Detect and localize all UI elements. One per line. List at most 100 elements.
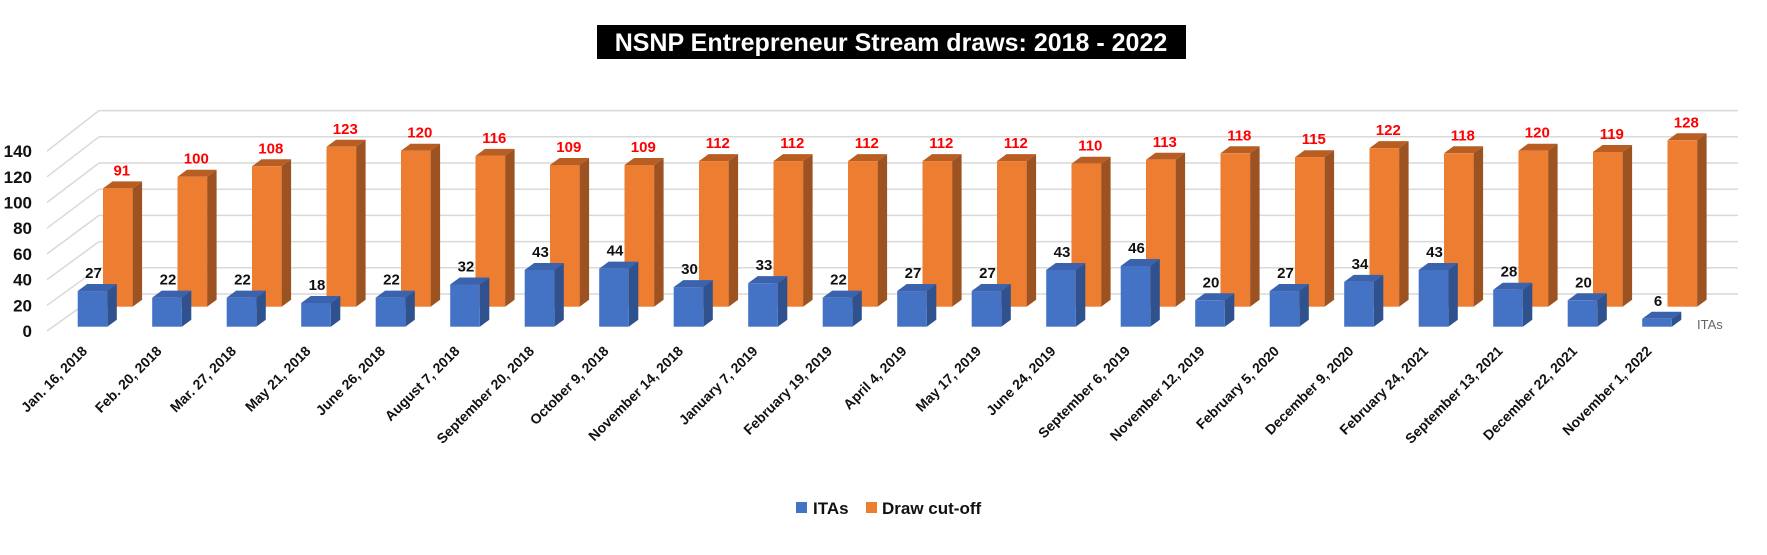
legend-item-draw-cut-off[interactable]: Draw cut-off [866,499,982,518]
bar-draw-cut-off[interactable] [997,154,1037,307]
bar-itas[interactable] [673,280,713,327]
bar-front [1493,289,1523,327]
bar-side [1473,146,1484,307]
bar-draw-cut-off[interactable] [1295,150,1335,307]
bar-itas[interactable] [77,284,117,327]
x-axis-labels: Jan. 16, 2018 Feb. 20, 2018 Mar. 27, 2018 M… [18,343,1655,447]
bar-side [281,159,292,307]
bar-itas[interactable] [450,277,490,327]
bar-draw-cut-off[interactable] [550,158,590,307]
bar-side [777,276,788,327]
bar-itas[interactable] [524,262,564,327]
bar-draw-cut-off[interactable] [1369,141,1409,307]
bar-itas[interactable] [1493,282,1533,327]
gridline-side [46,240,100,281]
bar-draw-cut-off[interactable] [401,143,441,307]
bar-side [1075,262,1086,327]
legend-item-itas[interactable]: ITAs [796,499,849,518]
bar-top [475,148,515,156]
bar-itas[interactable] [226,290,266,327]
bar-itas[interactable] [748,276,788,327]
data-label-itas: 43 [1426,244,1443,261]
data-label-itas: 33 [756,257,773,274]
bar-top [897,284,937,292]
bar-draw-cut-off[interactable] [177,169,217,307]
bar-top [1146,152,1186,160]
data-label-draw-cut-off: 109 [556,139,581,156]
bar-side [256,290,266,327]
bar-itas[interactable] [897,284,937,327]
bar-side [405,290,415,327]
bar-side [1224,293,1235,327]
bar-front [1269,291,1300,327]
bar-itas[interactable] [152,290,192,327]
depth-axis-label: ITAs [1697,317,1723,332]
bar-top [848,154,888,162]
data-label-draw-cut-off: 100 [184,151,209,168]
bar-side [926,284,937,327]
bar-front [673,287,704,327]
y-axis-ticks: 0 20 40 60 80 100 120 140 [4,142,32,341]
bar-itas[interactable] [971,284,1011,327]
bar-itas[interactable] [822,290,862,327]
bar-itas[interactable] [1642,311,1682,327]
y-tick-label: 140 [4,142,32,161]
bar-draw-cut-off[interactable] [1146,152,1186,307]
bar-front [997,161,1027,307]
data-label-draw-cut-off: 128 [1674,114,1699,131]
bar-side [554,262,564,327]
bar-draw-cut-off[interactable] [326,139,366,307]
data-label-itas: 43 [532,244,549,261]
bar-draw-cut-off[interactable] [922,154,962,307]
bar-front [1418,269,1449,327]
bar-top [226,290,266,298]
bar-side [1324,150,1335,307]
data-label-itas: 27 [85,265,102,282]
bar-itas[interactable] [1344,274,1384,327]
bar-front [922,161,953,307]
bar-itas[interactable] [1046,262,1086,327]
bar-top [699,154,739,162]
bar-front [1567,300,1598,327]
bar-itas[interactable] [1269,284,1309,327]
bar-draw-cut-off[interactable] [252,159,292,307]
bar-top [773,154,813,162]
bar-top [524,262,564,270]
bar-itas[interactable] [1418,262,1458,327]
bar-draw-cut-off[interactable] [1220,146,1260,307]
bar-draw-cut-off[interactable] [103,181,143,307]
bar-side [628,261,639,327]
bar-draw-cut-off[interactable] [1593,145,1633,307]
bar-top [77,284,117,292]
bar-front [1220,153,1251,307]
bar-draw-cut-off[interactable] [1667,133,1707,307]
bar-itas[interactable] [1195,293,1235,327]
bar-front [748,283,778,327]
bar-draw-cut-off[interactable] [848,154,888,307]
bar-draw-cut-off[interactable] [624,158,664,307]
bar-front [375,297,406,327]
bar-draw-cut-off[interactable] [1518,143,1558,307]
y-tick-label: 80 [13,219,32,238]
bar-itas[interactable] [1120,258,1160,327]
bar-top [997,154,1037,162]
bar-itas[interactable] [1567,293,1607,327]
bar-top [401,143,441,151]
bar-top [624,158,664,165]
y-tick-label: 0 [23,322,32,341]
bar-top [375,290,415,298]
bar-side [1250,146,1260,307]
bar-top [1071,156,1111,164]
data-label-itas: 20 [1575,274,1592,291]
data-label-draw-cut-off: 112 [929,135,953,152]
data-label-itas: 43 [1054,244,1071,261]
bar-top [1593,145,1633,152]
bar-itas[interactable] [375,290,415,327]
bar-itas[interactable] [301,295,341,327]
x-tick-label: June 24, 2019 [983,343,1059,419]
bar-side [654,158,664,307]
title-text: NSNP Entrepreneur Stream draws: 2018 - 2… [615,29,1168,57]
bar-itas[interactable] [599,261,639,327]
bar-side [1026,154,1037,307]
